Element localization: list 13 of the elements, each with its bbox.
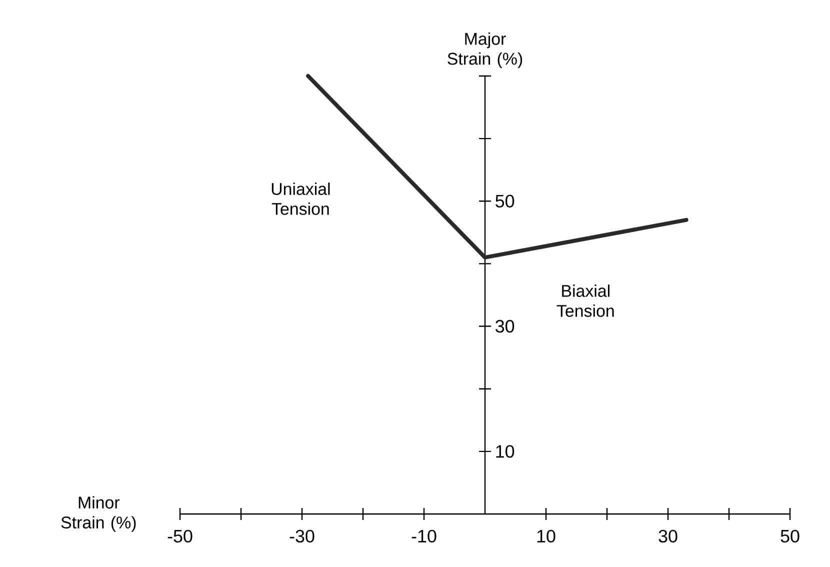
x-tick-label: -50 xyxy=(168,530,192,543)
x-tick-label: -30 xyxy=(290,530,314,543)
x-tick-label: 30 xyxy=(658,530,678,543)
x-axis-title: Minor Strain (%) xyxy=(61,496,136,532)
annotation: Uniaxial Tension xyxy=(272,182,330,215)
y-tick-label: 10 xyxy=(496,445,514,458)
annotation: Biaxial Tension xyxy=(556,284,614,317)
x-tick-label: -10 xyxy=(412,530,436,543)
x-tick-label: 10 xyxy=(537,530,556,543)
y-axis-title: Major Strain (%) xyxy=(448,32,522,68)
y-tick-label: 50 xyxy=(496,194,514,208)
x-tick-label: 50 xyxy=(780,530,800,543)
y-tick-label: 30 xyxy=(496,320,514,333)
